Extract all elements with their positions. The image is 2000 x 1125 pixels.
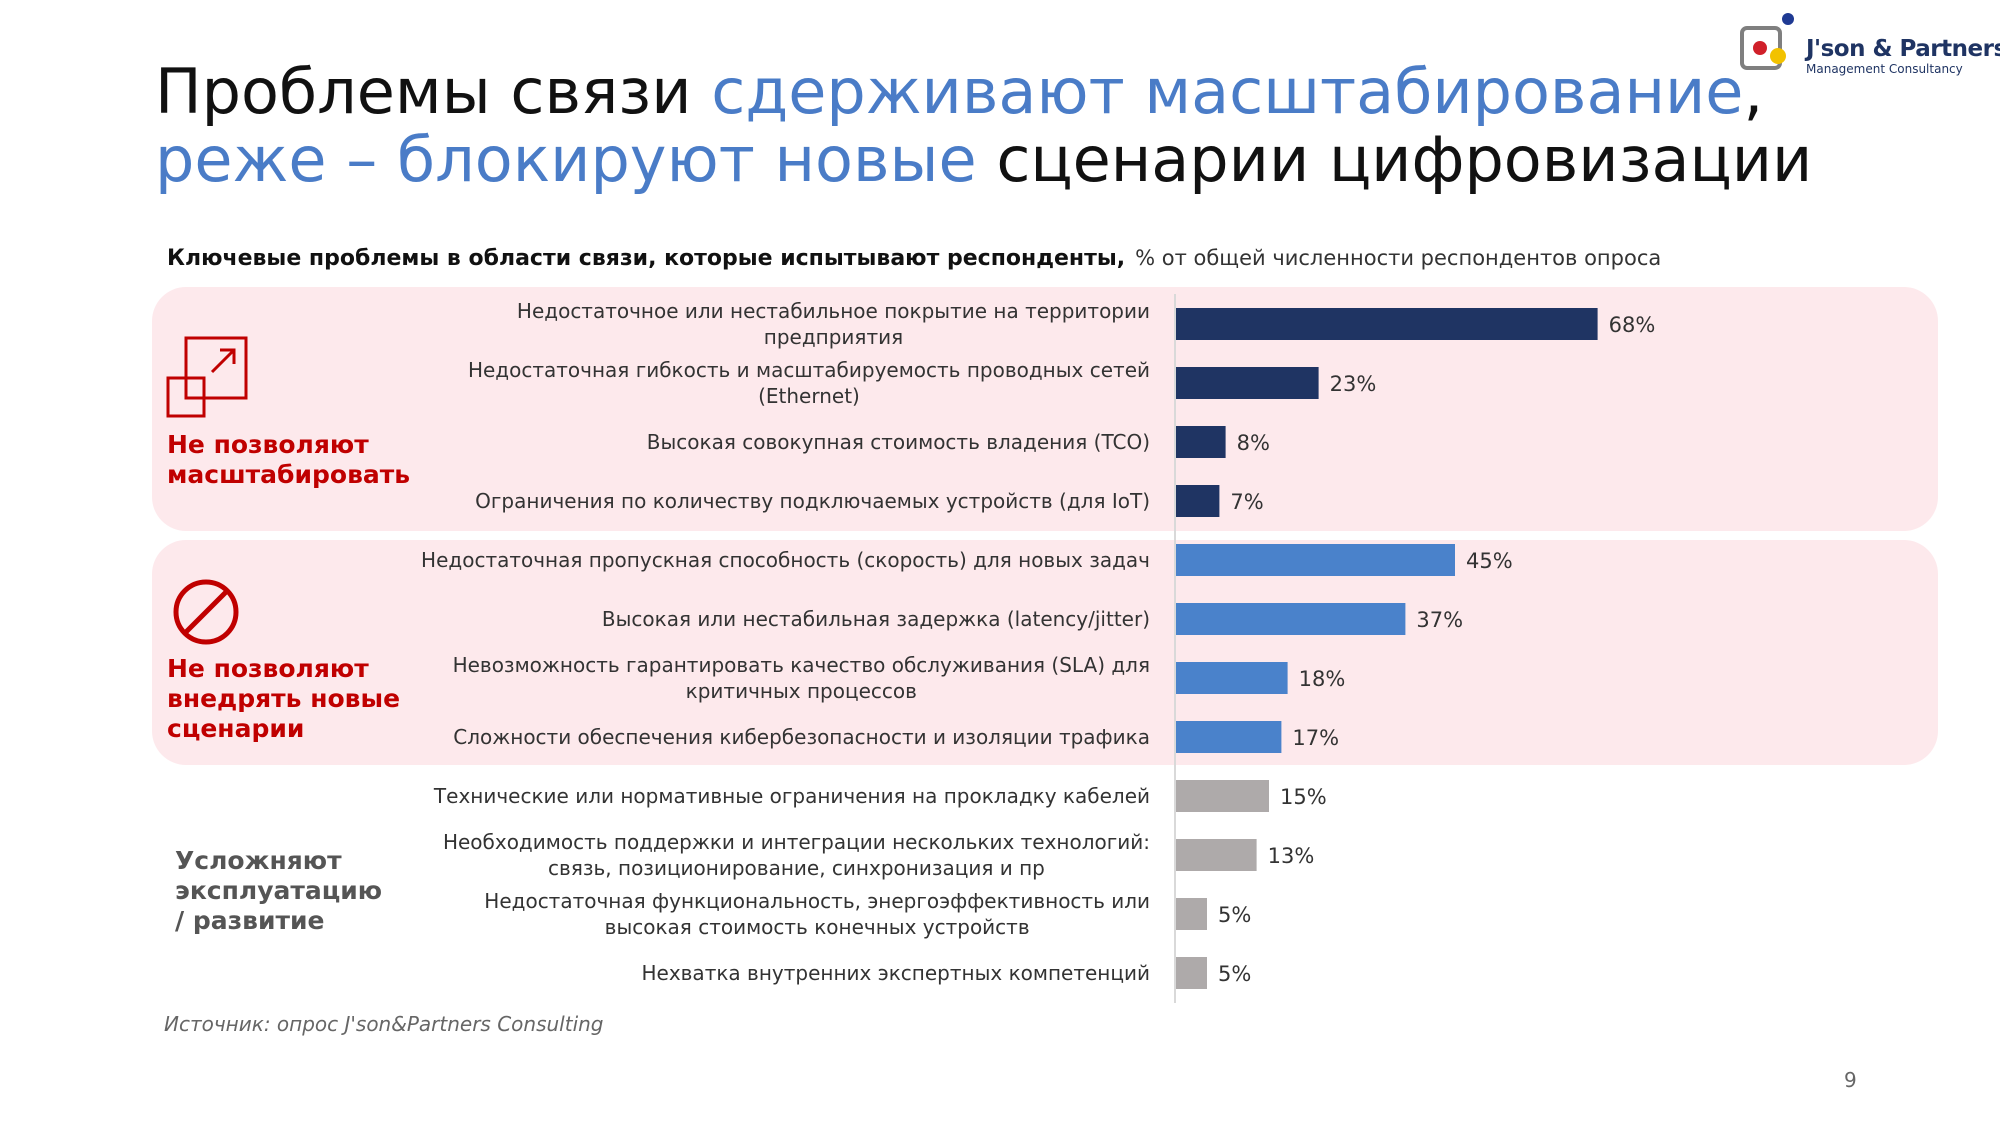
category-label-line: (Ethernet): [758, 384, 860, 408]
bar-value-label: 17%: [1292, 726, 1339, 750]
title-part-5: сценарии цифровизации: [976, 123, 1813, 196]
bar-value-label: 15%: [1280, 785, 1327, 809]
prohibited-icon: [173, 579, 239, 645]
bar: [1176, 367, 1319, 399]
logo-subtitle: Management Consultancy: [1806, 62, 1963, 76]
group-label-line: внедрять новые: [167, 684, 401, 713]
logo-name: J'son & Partners: [1806, 36, 2000, 62]
bar-value-label: 45%: [1466, 549, 1513, 573]
bar: [1176, 603, 1406, 635]
category-label: Ограничения по количеству подключаемых у…: [475, 489, 1150, 513]
group-label-new-scenarios: Не позволяют внедрять новые сценарии: [167, 654, 400, 744]
page-title: Проблемы связи сдерживают масштабировани…: [155, 58, 1855, 194]
category-label: Нехватка внутренних экспертных компетенц…: [641, 961, 1150, 985]
category-label-line: Технические или нормативные ограничения …: [433, 784, 1150, 808]
expand-arrow-icon: [166, 336, 248, 418]
category-label: Технические или нормативные ограничения …: [433, 784, 1150, 808]
category-label-line: Необходимость поддержки и интеграции нес…: [443, 830, 1150, 854]
bar-value-label: 37%: [1416, 608, 1463, 632]
bar: [1176, 721, 1282, 753]
category-label-line: Высокая или нестабильная задержка (laten…: [602, 607, 1150, 631]
category-label-line: Нехватка внутренних экспертных компетенц…: [641, 961, 1150, 985]
bar-value-label: 8%: [1237, 431, 1270, 455]
group-label-line: сценарии: [167, 714, 305, 743]
category-label: Сложности обеспечения кибербезопасности …: [453, 725, 1150, 749]
group-label-line: / развитие: [175, 906, 325, 935]
category-label-line: критичных процессов: [686, 679, 917, 703]
category-label: Необходимость поддержки и интеграции нес…: [443, 830, 1150, 880]
bar-value-label: 13%: [1268, 844, 1315, 868]
group-label-line: Не позволяют: [167, 430, 369, 459]
bar: [1176, 308, 1598, 340]
category-label: Высокая или нестабильная задержка (laten…: [602, 607, 1150, 631]
category-label-line: высокая стоимость конечных устройств: [605, 915, 1030, 939]
group-band-new-scenarios: [152, 540, 1938, 765]
title-part-2: сдерживают масштабирование: [711, 55, 1744, 128]
title-part-1: Проблемы связи: [155, 55, 712, 128]
group-label-scaling: Не позволяют масштабировать: [167, 430, 410, 490]
bar: [1176, 544, 1455, 576]
bar: [1176, 485, 1220, 517]
category-label: Невозможность гарантировать качество обс…: [453, 653, 1150, 703]
page-number: 9: [1844, 1068, 1857, 1092]
category-label-line: Невозможность гарантировать качество обс…: [453, 653, 1150, 677]
chart-subtitle-unit: % от общей численности респондентов опро…: [1135, 246, 1662, 270]
bar-value-label: 7%: [1230, 490, 1263, 514]
group-label-line: масштабировать: [167, 460, 411, 489]
category-label: Высокая совокупная стоимость владения (T…: [647, 430, 1150, 454]
category-label-line: Высокая совокупная стоимость владения (T…: [647, 430, 1150, 454]
category-label-line: Недостаточная пропускная способность (ск…: [421, 548, 1150, 572]
title-part-4: реже – блокируют новые: [155, 123, 977, 196]
category-label-line: предприятия: [764, 325, 903, 349]
chart-subtitle-main: Ключевые проблемы в области связи, котор…: [167, 246, 1126, 271]
category-label: Недостаточная пропускная способность (ск…: [421, 548, 1150, 572]
group-label-line: Усложняют: [175, 846, 342, 875]
bar: [1176, 780, 1269, 812]
group-label-operation: Усложняют эксплуатацию / развитие: [175, 846, 382, 936]
category-label: Недостаточное или нестабильное покрытие …: [517, 299, 1150, 349]
source-note: Источник: опрос J'son&Partners Consultin…: [164, 1012, 604, 1036]
bar: [1176, 898, 1207, 930]
bar: [1176, 957, 1207, 989]
bar-value-label: 18%: [1299, 667, 1346, 691]
logo-mark-icon: [1740, 13, 1794, 70]
category-label-line: Недостаточное или нестабильное покрытие …: [517, 299, 1150, 323]
bar: [1176, 426, 1226, 458]
title-part-3: ,: [1743, 55, 1764, 128]
category-label: Недостаточная гибкость и масштабируемост…: [468, 358, 1150, 408]
category-label-line: Недостаточная гибкость и масштабируемост…: [468, 358, 1150, 382]
bar-value-label: 68%: [1609, 313, 1656, 337]
bar: [1176, 839, 1257, 871]
bar-value-label: 23%: [1330, 372, 1377, 396]
category-label-line: Недостаточная функциональность, энергоэф…: [484, 889, 1150, 913]
bar-value-label: 5%: [1218, 962, 1251, 986]
bar-value-label: 5%: [1218, 903, 1251, 927]
chart-subtitle: Ключевые проблемы в области связи, котор…: [167, 246, 1661, 271]
category-label: Недостаточная функциональность, энергоэф…: [484, 889, 1150, 939]
group-label-line: Не позволяют: [167, 654, 369, 683]
group-label-line: эксплуатацию: [175, 876, 383, 905]
category-label-line: Сложности обеспечения кибербезопасности …: [453, 725, 1150, 749]
bar: [1176, 662, 1288, 694]
category-label-line: связь, позиционирование, синхронизация и…: [548, 856, 1045, 880]
company-logo: J'son & Partners Management Consultancy: [1738, 12, 2000, 82]
group-band-scaling: [152, 287, 1938, 531]
category-label-line: Ограничения по количеству подключаемых у…: [475, 489, 1150, 513]
